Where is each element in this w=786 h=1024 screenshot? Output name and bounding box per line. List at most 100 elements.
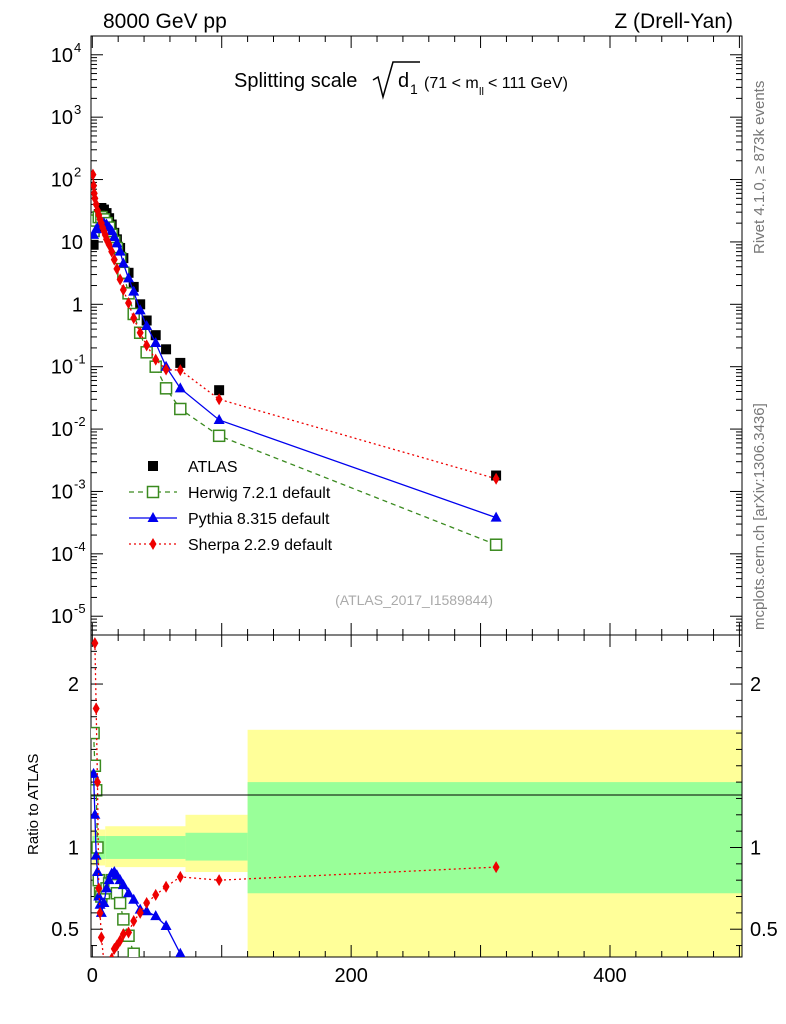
- y-tick-label: 10: [51, 419, 73, 441]
- point-sherpa: [143, 339, 151, 352]
- ratio-point-herwig: [113, 896, 127, 910]
- y-tick-exponent: -5: [74, 601, 86, 616]
- ratio-point-sherpa: [152, 888, 160, 901]
- point-pythia: [134, 304, 146, 315]
- legend-marker: [147, 512, 159, 522]
- legend-item-pythia: Pythia 8.315 default: [129, 511, 330, 528]
- y-tick-label: 10: [51, 170, 73, 192]
- analysis-watermark: (ATLAS_2017_I1589844): [335, 592, 493, 608]
- point-herwig: [174, 402, 187, 416]
- stat-band-2: [185, 832, 248, 861]
- point-sherpa: [136, 326, 144, 339]
- ratio-uncertainty-bands: [92, 729, 742, 957]
- ratio-point-pythia: [101, 882, 113, 893]
- y-tick-exponent: -4: [74, 539, 86, 554]
- title-sub: 1: [410, 81, 418, 97]
- ratio-point-sherpa: [119, 928, 127, 941]
- ratio-point-sherpa: [143, 897, 151, 910]
- legend-label: ATLAS: [188, 459, 238, 476]
- ratio-series-sherpa: [91, 637, 500, 984]
- ratio-point-pythia: [91, 808, 101, 819]
- point-sherpa: [91, 168, 97, 181]
- point-sherpa: [152, 353, 160, 366]
- legend: ATLAS Herwig 7.2.1 default Pythia 8.315 de…: [129, 459, 333, 554]
- stat-band-3: [247, 782, 742, 894]
- ratio-axis-label: Ratio to ATLAS: [25, 754, 42, 855]
- x-tick-label: 0: [87, 965, 98, 987]
- process-label: Z (Drell-Yan): [614, 10, 733, 33]
- point-pythia: [114, 245, 126, 256]
- ratio-point-pythia: [117, 879, 129, 890]
- y-tick-exponent: -3: [74, 476, 86, 491]
- point-herwig: [212, 429, 226, 443]
- point-sherpa: [162, 363, 170, 376]
- ratio-point-herwig: [91, 759, 102, 773]
- ratio-y-tick-label-right: 2: [750, 674, 761, 696]
- point-atlas: [175, 357, 186, 368]
- point-pythia: [150, 336, 162, 347]
- point-herwig: [159, 382, 173, 395]
- point-sherpa: [91, 179, 98, 192]
- point-sherpa: [119, 283, 127, 296]
- ratio-point-sherpa: [103, 955, 105, 957]
- ratio-point-pythia: [160, 919, 172, 930]
- ratio-point-sherpa: [103, 972, 110, 984]
- series-sherpa: [91, 168, 500, 485]
- mcplots-label: mcplots.cern.ch [arXiv:1306.3436]: [751, 403, 768, 630]
- ratio-point-pythia: [175, 947, 186, 957]
- y-tick-exponent: 4: [74, 40, 81, 55]
- legend-item-sherpa: Sherpa 2.2.9 default: [129, 537, 333, 554]
- ratio-point-sherpa: [116, 934, 124, 947]
- main-series-layer: [91, 168, 503, 551]
- point-atlas: [161, 344, 172, 355]
- ratio-y-tick-label-right: 0.5: [750, 919, 778, 941]
- y-tick-label: 10: [51, 544, 73, 566]
- point-atlas: [214, 385, 225, 396]
- ratio-y-tick-label: 1: [68, 837, 79, 859]
- legend-marker: [146, 485, 160, 499]
- ratio-series-layer: [91, 637, 500, 984]
- point-pythia: [128, 285, 140, 296]
- ratio-point-pythia: [150, 910, 162, 921]
- x-tick-label: 200: [334, 965, 367, 987]
- sqrt-symbol: [372, 61, 420, 100]
- point-atlas: [91, 239, 99, 250]
- point-sherpa: [95, 209, 103, 222]
- point-atlas: [135, 299, 146, 310]
- point-sherpa: [215, 393, 223, 406]
- point-sherpa: [113, 262, 121, 275]
- title-main: Splitting scale: [234, 70, 357, 92]
- y-tick-label: 1: [72, 294, 83, 316]
- point-pythia: [174, 382, 186, 393]
- line-sherpa: [92, 174, 497, 480]
- point-pythia: [123, 272, 135, 283]
- title-d: d: [398, 70, 409, 92]
- ratio-point-sherpa: [109, 952, 115, 957]
- y-tick-exponent: -1: [74, 352, 86, 367]
- y-tick-label: 10: [51, 45, 73, 67]
- y-tick-exponent: -2: [74, 414, 86, 429]
- legend-label: Sherpa 2.2.9 default: [188, 537, 333, 554]
- point-sherpa: [110, 253, 118, 266]
- ratio-point-herwig: [91, 784, 103, 797]
- y-tick-label: 10: [51, 606, 73, 628]
- ratio-point-pythia: [98, 897, 110, 908]
- y-tick-exponent: 3: [74, 102, 81, 117]
- ratio-point-sherpa: [130, 915, 138, 928]
- point-pythia: [213, 413, 225, 424]
- series-atlas: [91, 202, 502, 481]
- point-herwig: [489, 538, 503, 551]
- title-range-end: < 111 GeV): [488, 75, 568, 92]
- ratio-point-pythia: [123, 887, 135, 898]
- ratio-point-sherpa: [136, 906, 144, 919]
- ratio-point-herwig: [91, 726, 100, 740]
- ratio-point-sherpa: [106, 964, 113, 976]
- point-pythia: [141, 319, 153, 330]
- ratio-point-sherpa: [95, 882, 103, 895]
- stat-band-1: [105, 836, 186, 859]
- legend-label: Pythia 8.315 default: [188, 511, 330, 528]
- ratio-point-sherpa: [92, 702, 100, 715]
- ratio-point-pythia: [103, 874, 115, 885]
- ratio-point-sherpa: [176, 870, 184, 883]
